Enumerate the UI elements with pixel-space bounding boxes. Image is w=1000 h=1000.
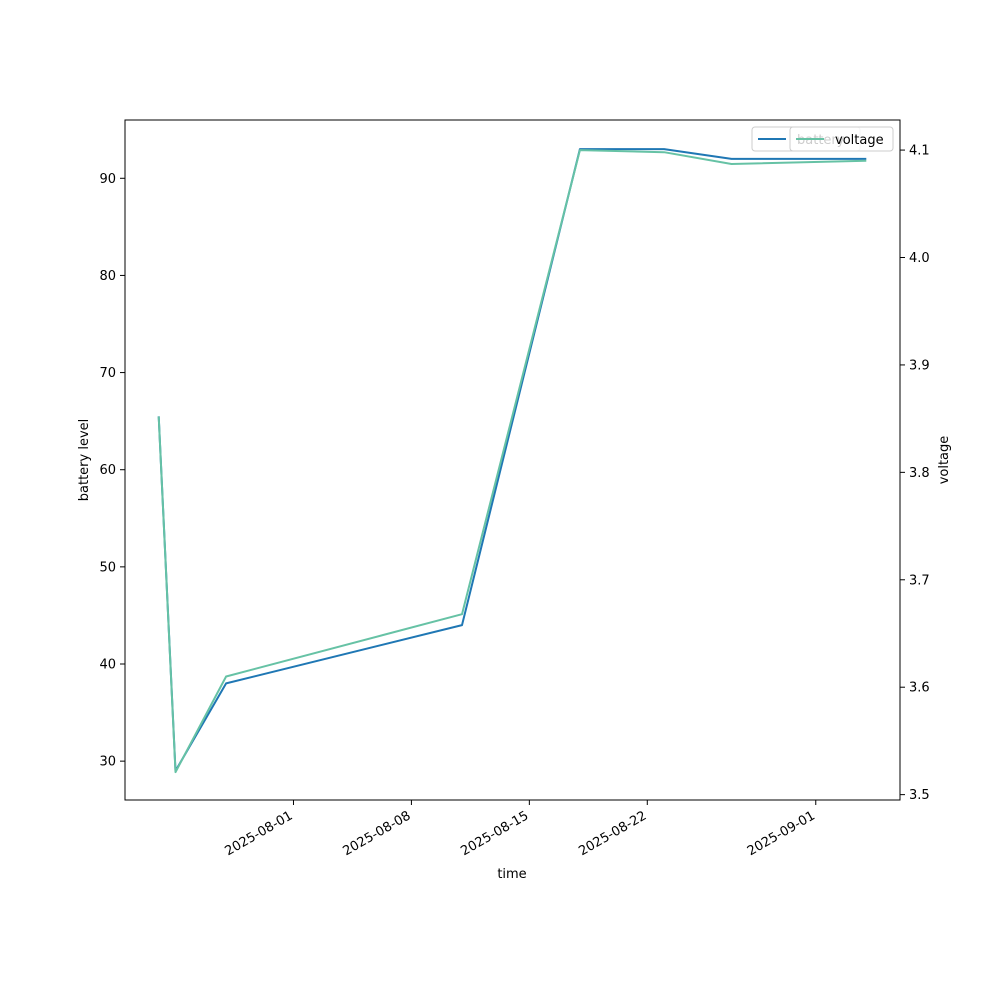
left-tick-label: 60 <box>99 463 116 478</box>
plot-frame <box>124 119 901 801</box>
legend-voltage-label: voltage <box>835 133 884 148</box>
left-axis-label: battery level <box>77 419 92 502</box>
left-tick-label: 80 <box>99 269 116 284</box>
right-tick-label: 4.1 <box>909 144 930 159</box>
axes-layer <box>124 119 901 801</box>
left-tick-label: 30 <box>99 755 116 770</box>
left-axis-ticks: 30 40 50 60 70 80 90 <box>99 172 125 770</box>
plot-area <box>125 120 900 800</box>
right-tick-label: 3.9 <box>909 358 930 373</box>
right-tick-label: 3.6 <box>909 681 930 696</box>
right-tick-label: 3.8 <box>909 466 930 481</box>
series-line-voltage <box>157 149 867 774</box>
left-tick-label: 90 <box>99 172 116 187</box>
legend-voltage: voltage <box>789 126 894 152</box>
left-tick-label: 50 <box>99 560 116 575</box>
right-axis-ticks: 3.5 3.6 3.7 3.8 3.9 4.0 4.1 <box>900 144 930 803</box>
x-axis-label: time <box>497 867 526 882</box>
legend-voltage-box <box>789 126 894 152</box>
series-layer <box>157 148 867 774</box>
left-tick-label: 40 <box>99 658 116 673</box>
right-axis-label: voltage <box>937 436 952 485</box>
right-tick-label: 4.0 <box>909 251 930 266</box>
left-tick-label: 70 <box>99 366 116 381</box>
right-tick-label: 3.7 <box>909 573 930 588</box>
right-tick-label: 3.5 <box>909 788 930 803</box>
